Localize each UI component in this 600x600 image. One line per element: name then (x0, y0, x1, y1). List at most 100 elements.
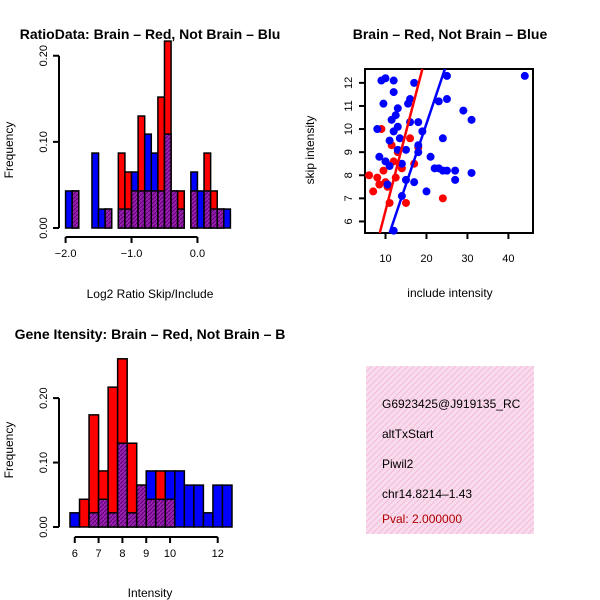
intensity-histogram-bars (69, 358, 233, 528)
intensity-histogram-bar-overlap (88, 512, 100, 528)
intensity-histogram-x-tick-label: 10 (164, 548, 176, 560)
ratio-histogram-bar (97, 208, 106, 229)
scatter-point (373, 125, 382, 134)
ratio-histogram-x-tick-label: −2.0 (55, 248, 77, 260)
scatter-point (385, 136, 394, 145)
intensity-histogram-bar (193, 484, 205, 528)
scatter-point (467, 115, 476, 124)
ratio-histogram-bar-overlap (71, 190, 80, 229)
intensity-histogram-bar (174, 470, 186, 528)
scatter-point (410, 78, 419, 87)
intensity-histogram-bar (212, 484, 224, 528)
scatter-point (459, 106, 468, 115)
scatter-point (401, 198, 410, 207)
scatter-point (467, 168, 476, 177)
ratio-histogram-bar-overlap (130, 190, 139, 229)
scatter-point (438, 194, 447, 203)
scatter-ylabel: skip intensity (303, 116, 317, 185)
scatter-point (393, 104, 402, 113)
gene-info-gene-symbol: Piwil2 (382, 457, 414, 471)
ratio-histogram-bar-overlap (209, 208, 218, 229)
scatter-y-tick-label: 12 (343, 77, 355, 89)
intensity-histogram-bar-overlap (135, 484, 147, 528)
gene-info-location: chr14.8214–1.43 (382, 487, 472, 501)
scatter-point (373, 173, 382, 182)
intensity-histogram-bar-overlap (107, 512, 119, 528)
scatter-point (414, 118, 423, 127)
scatter-point (379, 99, 388, 108)
ratio-histogram-bar-overlap (124, 208, 133, 229)
intensity-histogram-axes: 6 7 8 9 10 12 0.00 0.10 0.20 (38, 387, 224, 560)
ratio-histogram-y-tick-label: 0.00 (38, 217, 50, 238)
intensity-histogram-y-tick-label: 0.00 (38, 516, 50, 537)
ratio-histogram-title: RatioData: Brain – Red, Not Brain – Blu (20, 26, 281, 42)
intensity-histogram-bar (183, 484, 195, 528)
ratio-histogram-bar (196, 190, 205, 229)
ratio-histogram-ylabel: Frequency (2, 122, 16, 179)
scatter-point (379, 166, 388, 175)
ratio-histogram-bar-overlap (117, 208, 126, 229)
intensity-histogram-bar-overlap (164, 498, 176, 528)
intensity-histogram-y-tick-label: 0.10 (38, 452, 50, 473)
intensity-histogram-x-tick-label: 9 (143, 548, 149, 560)
intensity-histogram-x-tick-label: 7 (96, 548, 102, 560)
scatter-points (365, 71, 529, 235)
scatter-point (434, 97, 443, 106)
scatter-plot-frame (364, 68, 534, 234)
scatter-point (393, 122, 402, 131)
ratio-histogram-bar-overlap (170, 190, 179, 229)
scatter-fit-lines (378, 68, 447, 234)
intensity-histogram-x-tick-label: 12 (212, 548, 224, 560)
scatter-point (401, 145, 410, 154)
intensity-histogram-bar-overlap (155, 498, 167, 528)
ratio-histogram-bar-overlap (157, 190, 166, 229)
scatter-x-tick-label: 40 (502, 253, 514, 265)
ratio-histogram-bar-overlap (216, 208, 225, 229)
intensity-histogram-bar-overlap (116, 442, 128, 528)
ratio-histogram-bars (64, 40, 232, 229)
ratio-histogram-bar-overlap (137, 190, 146, 229)
intensity-histogram-y-tick-label: 0.20 (38, 387, 50, 408)
scatter-title: Brain – Red, Not Brain – Blue (353, 26, 548, 42)
ratio-histogram-x-tick-label: 0.0 (190, 248, 205, 260)
intensity-histogram-panel: Gene Itensity: Brain – Red, Not Brain – … (2, 326, 285, 600)
intensity-histogram-bar (88, 414, 100, 528)
scatter-y-tick-label: 11 (343, 100, 355, 111)
intensity-histogram-title: Gene Itensity: Brain – Red, Not Brain – … (15, 326, 286, 342)
intensity-histogram-bar (78, 498, 90, 528)
scatter-fit-line (378, 68, 424, 234)
scatter-point (389, 88, 398, 97)
scatter-y-tick-label: 10 (343, 123, 355, 135)
scatter-point (385, 162, 394, 171)
ratio-histogram-axes: −2.0 −1.0 0.0 0.00 0.10 0.20 (38, 45, 205, 260)
intensity-histogram-x-tick-label: 8 (119, 548, 125, 560)
scatter-x-tick-label: 30 (461, 253, 473, 265)
ratio-histogram-bar-overlap (176, 208, 186, 229)
scatter-point (395, 134, 404, 143)
ratio-histogram-x-tick-label: −1.0 (121, 248, 143, 260)
scatter-point (410, 178, 419, 187)
intensity-scatter-panel: Brain – Red, Not Brain – Blue 10 20 30 40 6 7… (303, 26, 547, 300)
intensity-histogram-bar (202, 512, 214, 528)
scatter-x-tick-label: 10 (379, 253, 391, 265)
ratio-histogram-bar-overlap (163, 133, 172, 229)
ratio-histogram-panel: RatioData: Brain – Red, Not Brain – Blu … (2, 26, 280, 301)
scatter-point (369, 187, 378, 196)
scatter-point (406, 95, 415, 104)
scatter-point (391, 111, 400, 120)
ratio-histogram-y-tick-label: 0.10 (38, 131, 50, 152)
ratio-histogram-bar (223, 208, 232, 229)
scatter-point (406, 134, 415, 143)
scatter-point (451, 175, 460, 184)
gene-info-panel: G6923425@J919135_RC altTxStart Piwil2 ch… (366, 366, 534, 534)
scatter-point (365, 171, 374, 180)
scatter-point (442, 166, 451, 175)
intensity-histogram-bar (107, 386, 119, 528)
ratio-histogram-bar (64, 190, 73, 229)
ratio-histogram-y-tick-label: 0.20 (38, 45, 50, 66)
scatter-point (426, 152, 435, 161)
scatter-point (381, 74, 390, 83)
ratio-histogram-bar-overlap (104, 208, 113, 229)
scatter-fit-line (388, 68, 447, 234)
